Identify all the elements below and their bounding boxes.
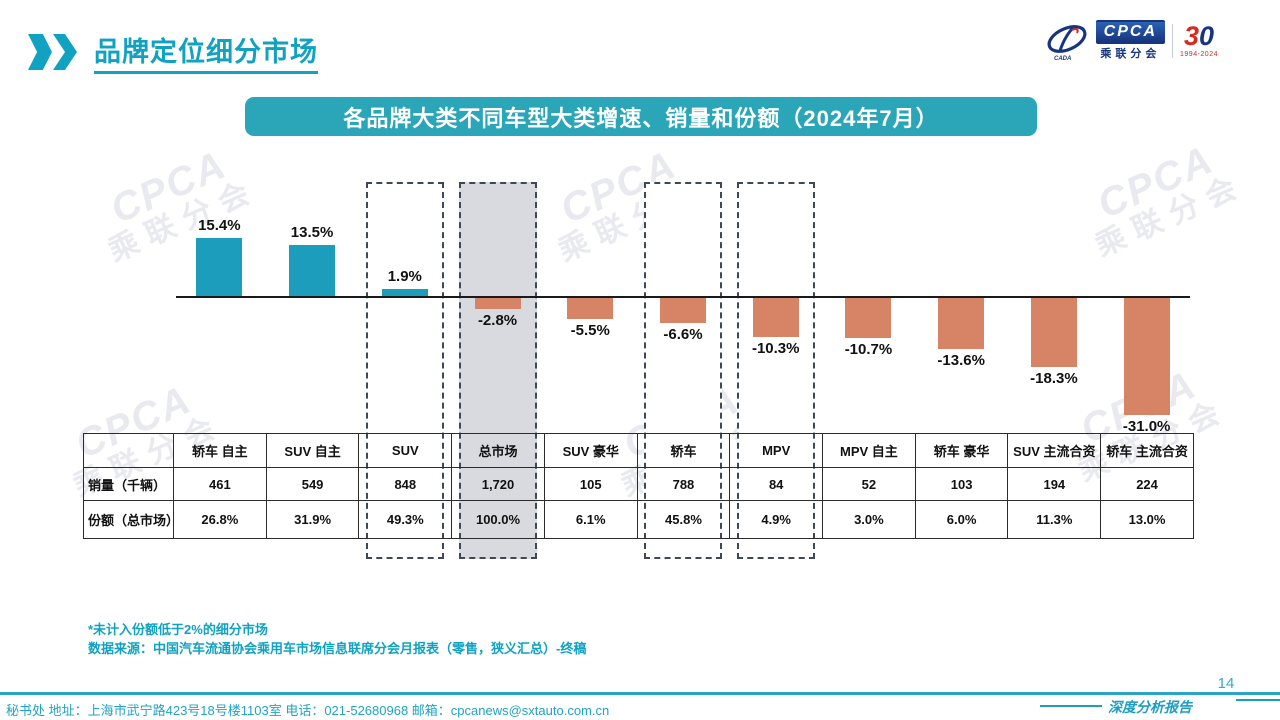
bar-SUV — [381, 288, 428, 296]
table-cell: 13.0% — [1100, 500, 1194, 539]
bar-轿车 自主 — [196, 237, 243, 296]
column-header-MPV 自主: MPV 自主 — [822, 433, 916, 468]
bar-value-label: 15.4% — [198, 216, 241, 234]
anniversary-digit-0: 0 — [1199, 21, 1215, 51]
bar-SUV 主流合资 — [1030, 298, 1077, 367]
bar-value-label: -6.6% — [663, 325, 703, 343]
table-corner-cell — [83, 433, 174, 468]
table-cell: 1,720 — [451, 467, 545, 501]
bar-SUV 自主 — [289, 245, 336, 296]
table-cell: 52 — [822, 467, 916, 501]
table-cell: 4.9% — [729, 500, 824, 539]
chart-title-banner: 各品牌大类不同车型大类增速、销量和份额（2024年7月） — [245, 97, 1037, 136]
bar-value-label: 1.9% — [387, 267, 422, 285]
page-title: 品牌定位细分市场 — [94, 30, 318, 74]
table-row: 份额（总市场） 26.8% 31.9% 49.3% 100.0% 6.1% 45.8% 4.9… — [83, 500, 1194, 539]
x-axis-line — [176, 296, 1190, 298]
table-cell: 100.0% — [451, 500, 545, 539]
chevron-icon — [28, 34, 52, 70]
footnote-line: 数据来源：中国汽车流通协会乘用车市场信息联席分会月报表（零售，狭义汇总）-终稿 — [88, 640, 587, 656]
data-table: 轿车 自主 SUV 自主 SUV 总市场 SUV 豪华 轿车 MPV MPV 自主 轿车 豪华 S… — [83, 433, 1194, 539]
bar-MPV 自主 — [845, 298, 892, 339]
cpca-swoosh-icon: CADA — [1045, 21, 1089, 62]
column-header-总市场: 总市场 — [451, 433, 545, 468]
table-cell: 103 — [914, 467, 1009, 501]
bar-轿车 主流合资 — [1123, 298, 1170, 415]
footnotes: *未计入份额低于2%的细分市场 数据来源：中国汽车流通协会乘用车市场信息联席分会… — [88, 621, 586, 659]
footer-deco-line — [1236, 699, 1280, 701]
column-header-SUV 主流合资: SUV 主流合资 — [1007, 433, 1102, 468]
report-label: 深度分析报告 — [1108, 701, 1192, 716]
column-header-轿车 豪华: 轿车 豪华 — [914, 433, 1009, 468]
table-cell: 6.1% — [543, 500, 638, 539]
bar-value-label: -13.6% — [937, 352, 985, 370]
cpca-brand-text: CPCA — [1095, 20, 1166, 44]
table-cell: 49.3% — [358, 500, 453, 539]
bar-SUV 豪华 — [567, 298, 614, 319]
column-header-SUV: SUV — [358, 433, 453, 468]
footer-secretariat: 秘书处 地址：上海市武宁路423号18号楼1103室 电话：021-526809… — [6, 703, 610, 718]
row-header: 销量（千辆） — [83, 467, 174, 501]
column-header-SUV 豪华: SUV 豪华 — [543, 433, 638, 468]
bar-MPV — [752, 298, 799, 337]
svg-text:CADA: CADA — [1054, 56, 1071, 61]
bar-value-label: -10.7% — [844, 341, 893, 359]
cpca-brand-cn: 乘联分会 — [1100, 48, 1161, 60]
column-header-轿车 主流合资: 轿车 主流合资 — [1100, 433, 1194, 468]
bar-value-label: 13.5% — [290, 224, 334, 242]
anniversary-years: 1994-2024 — [1180, 51, 1218, 58]
table-cell: 194 — [1007, 467, 1102, 501]
table-cell: 84 — [729, 467, 824, 501]
chevron-icon — [53, 34, 77, 70]
footnote-line: *未计入份额低于2%的细分市场 — [88, 622, 268, 637]
table-cell: 105 — [543, 467, 638, 501]
bar-总市场 — [474, 298, 521, 309]
bar-value-label: -18.3% — [1030, 369, 1078, 387]
table-cell: 11.3% — [1007, 500, 1102, 539]
table-cell: 45.8% — [636, 500, 731, 539]
bar-value-label: -2.8% — [477, 311, 518, 329]
logo-divider — [1172, 23, 1174, 58]
page-number: 14 — [1217, 675, 1235, 692]
column-header-MPV: MPV — [729, 433, 824, 468]
footer-deco-line — [1040, 705, 1102, 707]
table-cell: 848 — [358, 467, 453, 501]
anniversary-digit-3: 3 — [1183, 21, 1199, 51]
table-cell: 6.0% — [914, 500, 1009, 539]
table-cell: 3.0% — [822, 500, 916, 539]
table-cell: 461 — [173, 467, 267, 501]
row-header: 份额（总市场） — [83, 500, 174, 539]
header: 品牌定位细分市场 — [28, 30, 318, 74]
chart-title: 各品牌大类不同车型大类增速、销量和份额（2024年7月） — [343, 105, 939, 131]
table-cell: 31.9% — [265, 500, 360, 539]
table-cell: 224 — [1100, 467, 1194, 501]
bar-轿车 豪华 — [938, 298, 985, 350]
bar-value-label: -31.0% — [1122, 417, 1171, 435]
column-header-轿车: 轿车 — [636, 433, 731, 468]
bar-value-label: -5.5% — [570, 321, 610, 339]
cpca-logo: CADA CPCA 乘联分会 30 1994-2024 — [1045, 20, 1218, 62]
column-header-SUV 自主: SUV 自主 — [265, 433, 360, 468]
table-cell: 26.8% — [173, 500, 267, 539]
anniversary-30-logo: 30 1994-2024 — [1180, 21, 1218, 59]
column-header-轿车 自主: 轿车 自主 — [173, 433, 267, 468]
table-cell: 788 — [636, 467, 731, 501]
footer-divider — [0, 692, 1280, 695]
cpca-wordmark: CPCA 乘联分会 — [1095, 20, 1166, 61]
table-cell: 549 — [265, 467, 360, 501]
table-row: 销量（千辆） 461 549 848 1,720 105 788 84 52 103 194 224 — [83, 467, 1194, 501]
bar-value-label: -10.3% — [751, 339, 800, 357]
bar-轿车 — [660, 298, 706, 323]
